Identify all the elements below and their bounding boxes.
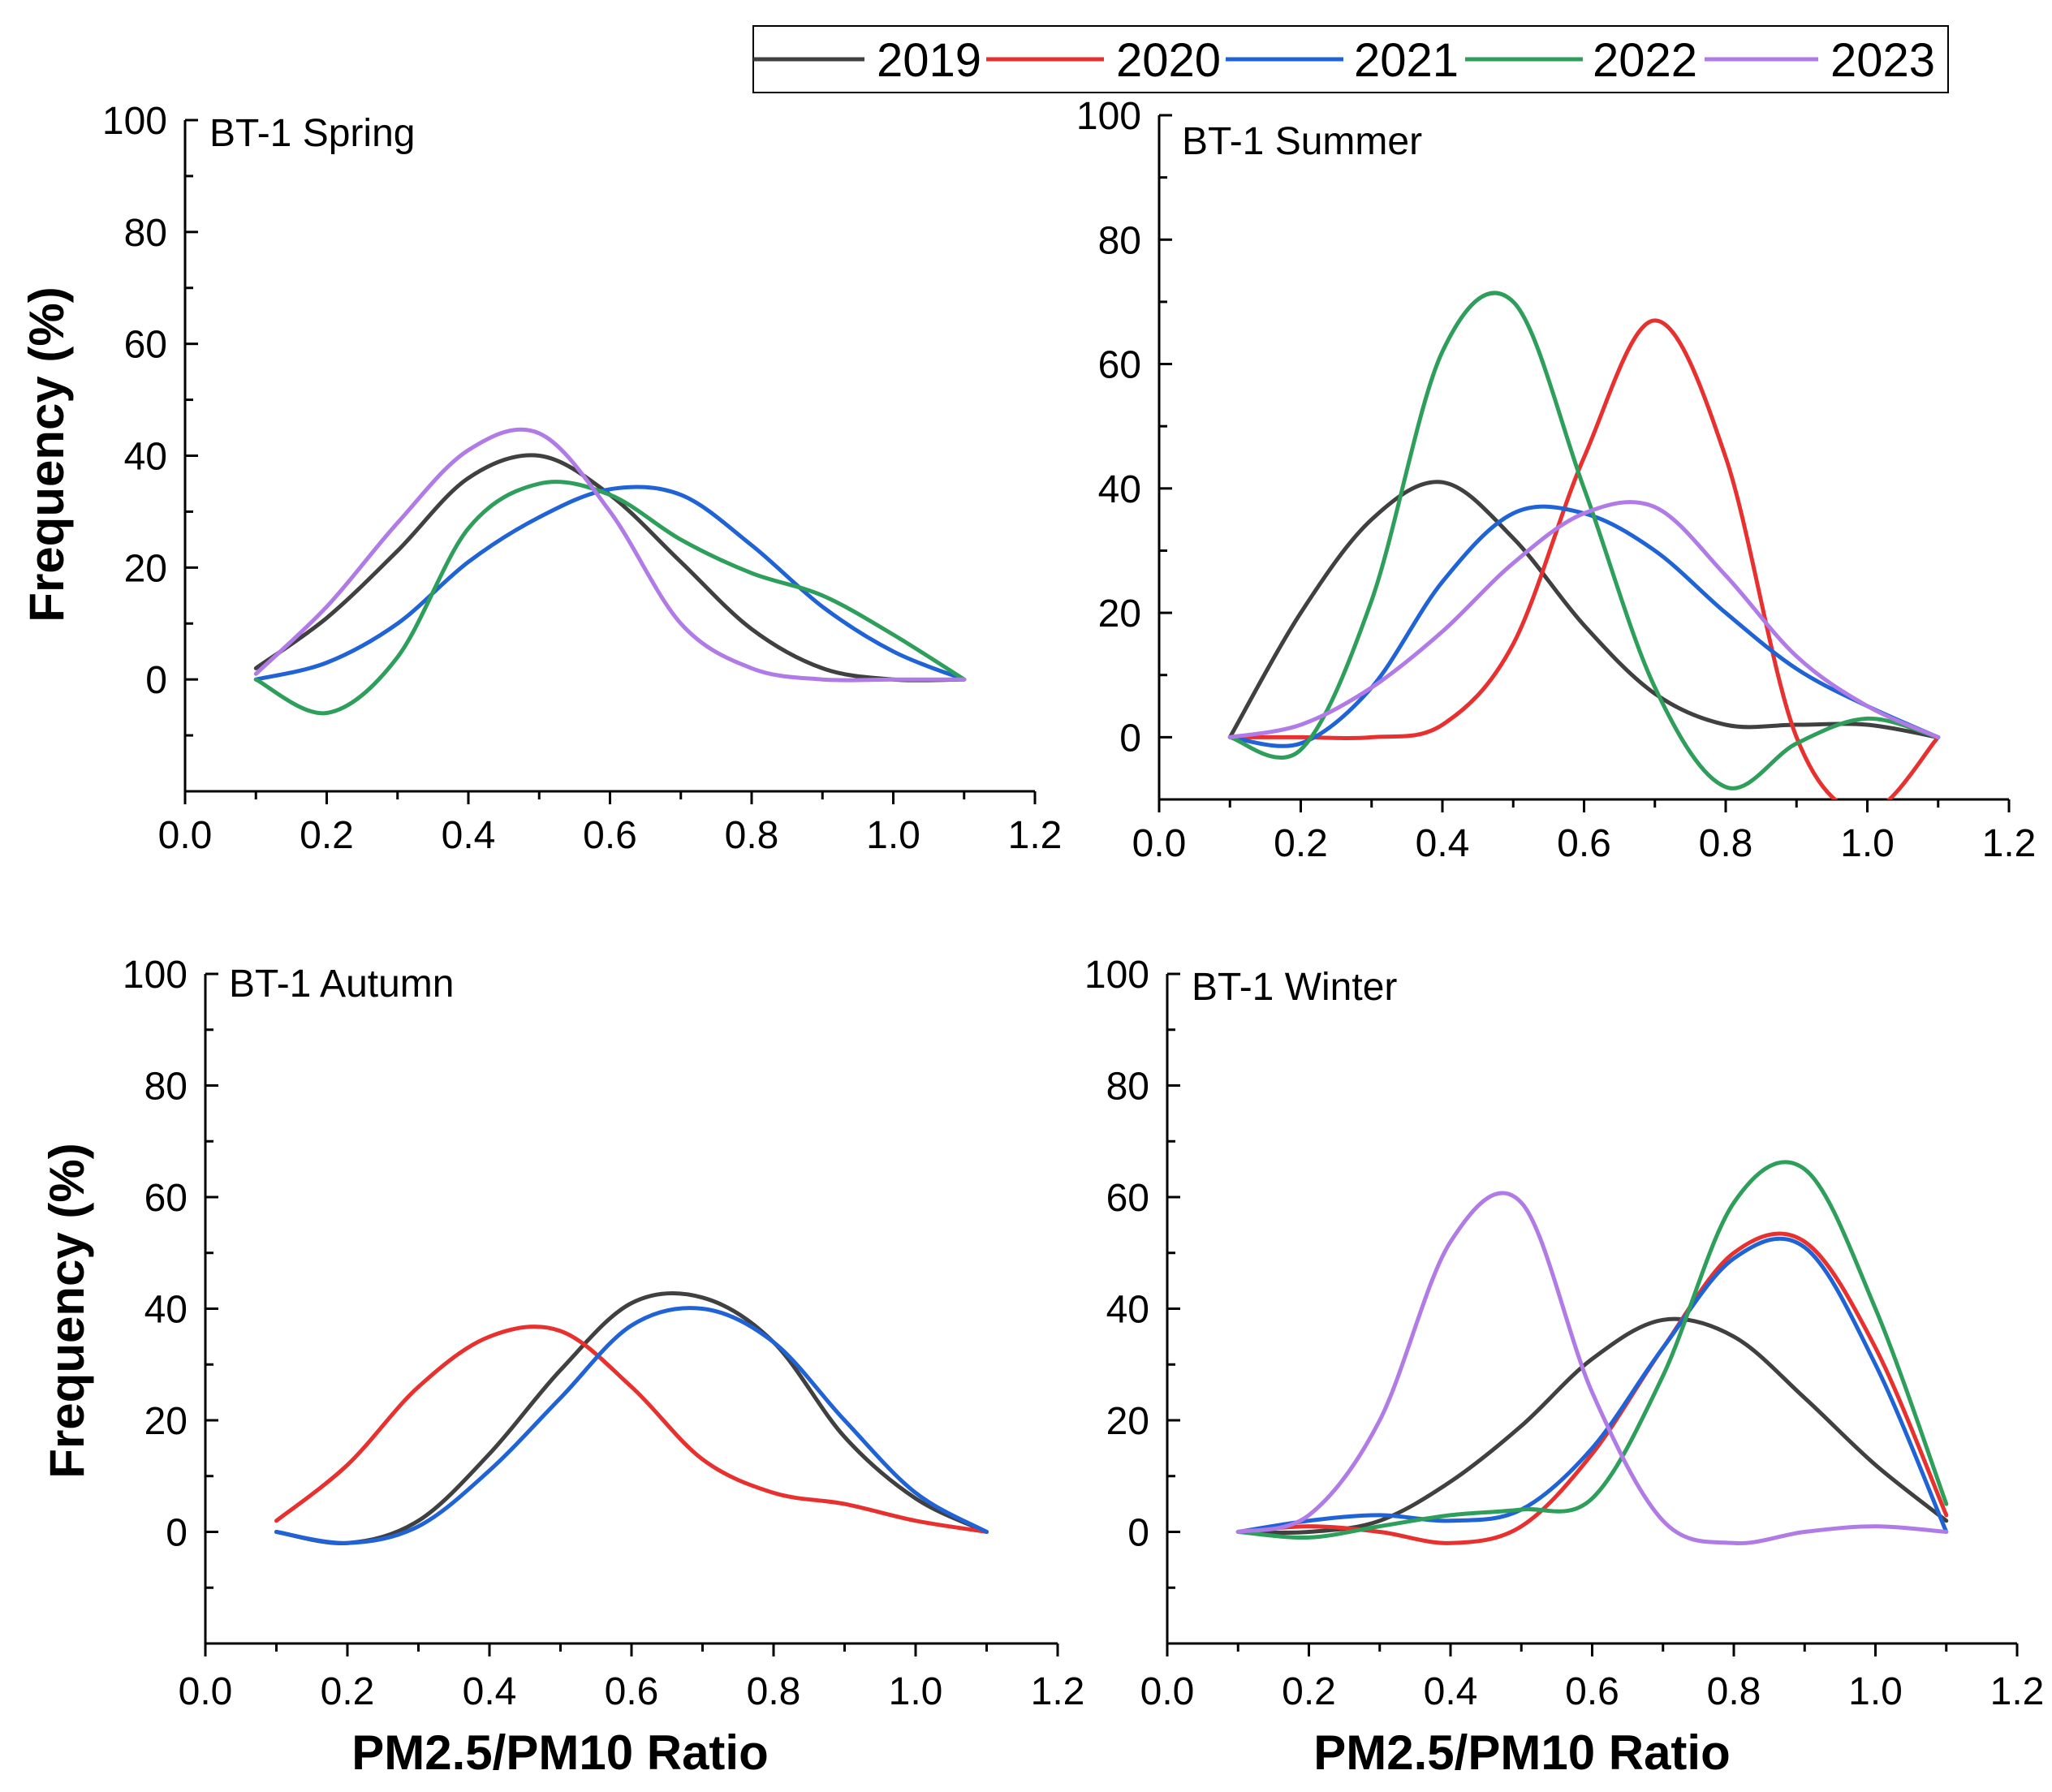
panel-title-summer: BT-1 Summer	[1182, 120, 1422, 163]
y-tick-label: 80	[144, 1066, 188, 1109]
x-tick-label: 1.2	[1990, 1670, 2045, 1713]
x-tick-label: 0.0	[1132, 822, 1187, 865]
y-tick-label: 60	[144, 1177, 188, 1220]
series-line-summer-2019	[1227, 480, 1941, 739]
x-tick-label: 1.0	[1848, 1670, 1903, 1713]
legend-label-2020: 2020	[1116, 34, 1221, 87]
x-tick-label: 0.4	[442, 814, 496, 857]
x-tick-label: 1.2	[1008, 814, 1063, 857]
series-line-winter-2021	[1235, 1236, 1949, 1534]
x-tick-label: 0.8	[725, 814, 779, 857]
y-tick-label: 40	[144, 1289, 188, 1332]
series-line-winter-2022	[1235, 1160, 1949, 1540]
x-tick-label: 0.8	[1699, 822, 1753, 865]
legend-label-2022: 2022	[1593, 34, 1697, 87]
x-tick-label: 0.6	[583, 814, 637, 857]
x-tick-label: 0.6	[605, 1670, 659, 1713]
y-tick-label: 20	[1098, 592, 1141, 635]
x-axis-title-left: PM2.5/PM10 Ratio	[351, 1725, 769, 1780]
y-tick-label: 40	[1098, 468, 1141, 511]
y-tick-label: 80	[1106, 1066, 1149, 1109]
x-tick-label: 0.6	[1565, 1670, 1619, 1713]
y-tick-label: 40	[1106, 1289, 1149, 1332]
x-tick-label: 0.2	[300, 814, 354, 857]
panel-spring: 0 20 40 60 80 100 0.0 0.2 0.4 0.6 0.8 1.0 1.2 BT-1 Sp…	[102, 100, 1062, 857]
series-line-winter-2023	[1235, 1191, 1949, 1546]
x-tick-label: 1.2	[1982, 822, 2037, 865]
x-tick-label: 1.2	[1031, 1670, 1085, 1713]
y-tick-label: 80	[1098, 219, 1141, 262]
y-tick-label: 20	[1106, 1400, 1149, 1443]
y-tick-label: 100	[123, 954, 188, 997]
x-tick-label: 1.0	[889, 1670, 943, 1713]
panel-title-winter: BT-1 Winter	[1192, 966, 1397, 1009]
y-tick-label: 20	[124, 547, 167, 590]
series-line-summer-2020	[1227, 318, 1941, 799]
x-tick-label: 0.8	[1707, 1670, 1761, 1713]
y-tick-label: 100	[1076, 95, 1141, 138]
x-tick-label: 0.0	[179, 1670, 233, 1713]
series-line-spring-2022	[253, 480, 967, 716]
series-line-autumn-2020	[274, 1325, 989, 1534]
x-tick-label: 0.0	[1140, 1670, 1195, 1713]
series-line-summer-2023	[1227, 500, 1941, 739]
x-tick-label: 0.0	[158, 814, 213, 857]
x-tick-label: 0.2	[321, 1670, 375, 1713]
series-line-summer-2022	[1227, 291, 1941, 790]
x-tick-label: 0.2	[1282, 1670, 1336, 1713]
series-line-spring-2023	[253, 427, 967, 683]
x-axis-title-right: PM2.5/PM10 Ratio	[1313, 1725, 1731, 1780]
panel-title-autumn: BT-1 Autumn	[229, 963, 454, 1006]
y-tick-label: 60	[1106, 1177, 1149, 1220]
legend-label-2019: 2019	[877, 34, 981, 87]
x-tick-label: 1.0	[1840, 822, 1895, 865]
y-tick-label: 60	[1098, 344, 1141, 387]
series-line-winter-2019	[1235, 1316, 1949, 1536]
panel-summer: 0 20 40 60 80 100 0.0 0.2 0.4 0.6 0.8 1.0 1.2 BT-1 Su…	[1076, 95, 2036, 865]
y-axis-title-top: Frequency (%)	[19, 286, 74, 622]
legend-label-2021: 2021	[1354, 34, 1459, 87]
panel-autumn: 0 20 40 60 80 100 0.0 0.2 0.4 0.6 0.8 1.0 1.2 BT-1 Au…	[123, 954, 1084, 1713]
y-tick-label: 60	[124, 324, 167, 367]
x-tick-label: 0.4	[1416, 822, 1470, 865]
y-tick-label: 80	[124, 212, 167, 255]
series-line-summer-2021	[1227, 504, 1941, 748]
y-tick-label: 100	[1084, 954, 1149, 997]
y-tick-label: 0	[1119, 717, 1141, 760]
y-tick-label: 0	[166, 1512, 188, 1555]
y-tick-label: 40	[124, 436, 167, 479]
x-tick-label: 0.2	[1274, 822, 1328, 865]
y-axis-title-bottom: Frequency (%)	[40, 1143, 94, 1478]
y-tick-label: 0	[1127, 1512, 1149, 1555]
series-line-spring-2021	[253, 485, 967, 682]
series-line-autumn-2021	[274, 1306, 989, 1545]
legend: 2019 2020 2021 2022 2023	[752, 25, 1949, 93]
y-tick-label: 100	[102, 100, 167, 143]
panel-title-spring: BT-1 Spring	[209, 112, 415, 155]
x-tick-label: 1.0	[866, 814, 920, 857]
y-tick-label: 0	[145, 659, 167, 702]
panel-winter: 0 20 40 60 80 100 0.0 0.2 0.4 0.6 0.8 1.0 1.2 BT-1 Wi…	[1084, 954, 2044, 1713]
y-tick-label: 20	[144, 1400, 188, 1443]
x-tick-label: 0.4	[463, 1670, 517, 1713]
x-tick-label: 0.8	[747, 1670, 801, 1713]
series-line-autumn-2019	[274, 1290, 989, 1546]
x-tick-label: 0.4	[1424, 1670, 1478, 1713]
legend-label-2023: 2023	[1830, 34, 1935, 87]
x-tick-label: 0.6	[1557, 822, 1611, 865]
